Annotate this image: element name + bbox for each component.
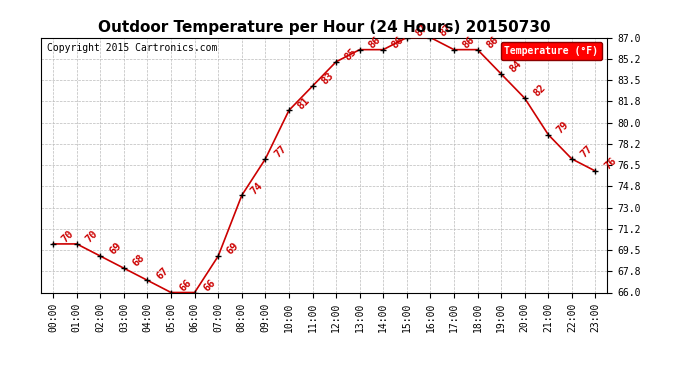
Text: 86: 86 [484,34,500,50]
Text: 70: 70 [83,229,99,244]
Text: 84: 84 [508,58,524,75]
Text: 68: 68 [131,253,147,269]
Text: 82: 82 [531,83,548,99]
Legend: Temperature (°F): Temperature (°F) [500,42,602,60]
Text: 79: 79 [555,119,571,135]
Text: 86: 86 [461,34,477,50]
Text: 66: 66 [201,277,217,293]
Text: 70: 70 [60,229,76,244]
Text: 69: 69 [107,241,124,256]
Text: 74: 74 [248,180,265,196]
Text: 87: 87 [414,22,430,38]
Text: 77: 77 [273,144,288,159]
Text: 69: 69 [225,241,241,256]
Text: 66: 66 [178,277,194,293]
Text: 86: 86 [366,34,382,50]
Text: Copyright 2015 Cartronics.com: Copyright 2015 Cartronics.com [47,43,217,52]
Text: 76: 76 [602,156,618,172]
Text: 87: 87 [437,22,453,38]
Text: 86: 86 [390,34,406,50]
Text: 83: 83 [319,71,335,87]
Text: 85: 85 [343,46,359,62]
Text: 81: 81 [296,95,312,111]
Text: 77: 77 [579,144,595,159]
Title: Outdoor Temperature per Hour (24 Hours) 20150730: Outdoor Temperature per Hour (24 Hours) … [98,20,551,35]
Text: 67: 67 [155,265,170,281]
